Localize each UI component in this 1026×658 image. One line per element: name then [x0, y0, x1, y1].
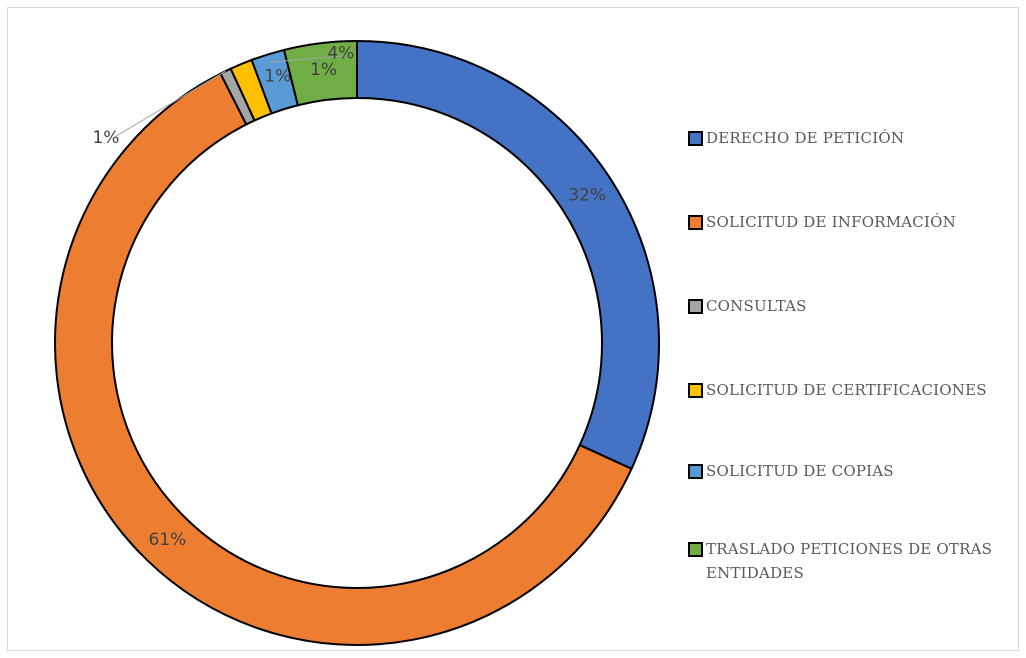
slice-derecho-de-peticion — [356, 39, 660, 471]
donut-chart: 32%61%1%1%4%1% — [54, 39, 660, 646]
legend-item-solicitud-de-informacion: SOLICITUD DE INFORMACIÓN — [688, 210, 1016, 234]
leader-line-consultas — [115, 70, 226, 137]
legend-swatch — [688, 299, 703, 314]
data-label-solicitud-de-informacion: 61% — [149, 530, 187, 550]
legend-swatch — [688, 464, 703, 479]
data-label-solicitud-de-certificaciones: 1% — [264, 67, 291, 87]
data-label-derecho-de-peticion: 32% — [568, 185, 606, 205]
legend-label: SOLICITUD DE COPIAS — [706, 462, 894, 480]
legend-label: DERECHO DE PETICIÓN — [706, 129, 905, 147]
legend-swatch — [688, 383, 703, 398]
legend-item-consultas: CONSULTAS — [688, 294, 1016, 318]
legend-item-derecho-de-peticion: DERECHO DE PETICIÓN — [688, 126, 1016, 150]
legend-label: SOLICITUD DE INFORMACIÓN — [706, 213, 956, 231]
chart-frame: 32% 61% 1% 1% 4% 1% DERECHO DE PETICIÓN SOLICI… — [7, 7, 1019, 651]
data-label-consultas: 1% — [92, 128, 119, 148]
legend-swatch — [688, 215, 703, 230]
legend-label: SOLICITUD DE CERTIFICACIONES — [706, 381, 987, 399]
leader-line-solicitud-de-copias — [270, 54, 349, 63]
slice-solicitud-de-informacion — [54, 72, 633, 646]
legend-swatch — [688, 542, 703, 557]
legend-item-traslado-peticiones-de-otras-entidades: TRASLADO PETICIONES DE OTRAS ENTIDADES — [688, 537, 1016, 585]
legend-label: TRASLADO PETICIONES DE OTRAS ENTIDADES — [706, 540, 993, 582]
legend-item-solicitud-de-certificaciones: SOLICITUD DE CERTIFICACIONES — [688, 378, 1016, 402]
legend-swatch — [688, 131, 703, 146]
legend-label: CONSULTAS — [706, 297, 807, 315]
slice-traslado-peticiones-de-otras-entidades — [282, 39, 358, 107]
data-label-traslado-peticiones-de-otras-entidades: 1% — [310, 60, 337, 80]
legend-item-solicitud-de-copias: SOLICITUD DE COPIAS — [688, 459, 1016, 483]
data-label-solicitud-de-copias: 4% — [327, 43, 354, 63]
